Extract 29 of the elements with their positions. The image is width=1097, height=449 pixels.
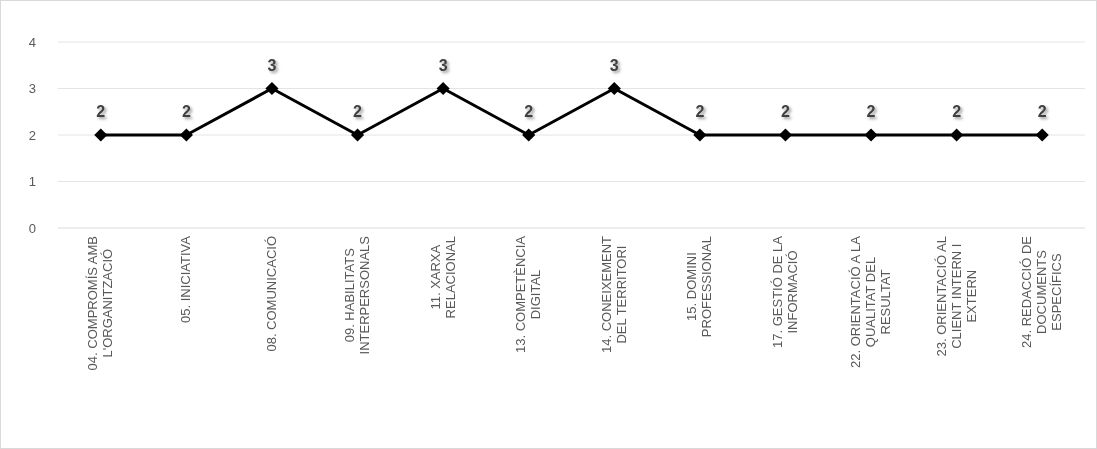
data-label: 2 <box>353 103 363 120</box>
x-tick-label: 11. XARXA RELACIONAL <box>427 236 458 319</box>
data-label: 3 <box>609 56 619 74</box>
x-tick-label: 24. REDACCIÓ DE DOCUMENTS ESPECÍFICS <box>1019 235 1065 348</box>
x-tick-label: 05. INICIATIVA <box>178 235 194 323</box>
data-label: 3 <box>267 56 277 74</box>
y-tick-label: 2 <box>28 127 36 143</box>
x-tick-label: 15. DOMINI PROFESSIONAL <box>684 236 715 338</box>
data-label: 2 <box>781 103 791 120</box>
x-tick-label: 22. ORIENTACIÓ A LA QUALITAT DEL RESULTAT <box>848 235 894 368</box>
y-tick-label: 4 <box>28 34 36 50</box>
x-tick-label: 14. CONEIXEMENT DEL TERRITORI <box>598 235 629 354</box>
x-tick-label: 08. COMUNICACIÓ <box>263 236 279 352</box>
data-label: 2 <box>695 103 705 120</box>
x-tick-label: 17. GESTIÓ DE LA INFORMACIÓ <box>769 235 800 348</box>
y-tick-label: 1 <box>28 174 36 190</box>
x-tick-label: 09. HABILITATS INTERPERSONALS <box>342 235 373 355</box>
x-tick-label: 23. ORIENTACIÓ AL CLIENT INTERN I EXTERN <box>933 236 979 357</box>
data-label: 2 <box>866 103 876 120</box>
x-tick-label: 13. COMPETÈNCIA DIGITAL <box>513 235 544 354</box>
data-label: 2 <box>952 103 962 120</box>
data-label: 2 <box>1037 103 1047 120</box>
y-tick-label: 3 <box>28 81 36 97</box>
data-label: 2 <box>181 103 191 120</box>
x-tick-label: 04. COMPROMÍS AMB L'ORGANITZACIÓ <box>85 236 116 371</box>
data-label: 2 <box>96 103 106 120</box>
data-label: 3 <box>438 56 448 74</box>
y-tick-label: 0 <box>28 220 36 236</box>
data-label: 2 <box>524 103 534 120</box>
